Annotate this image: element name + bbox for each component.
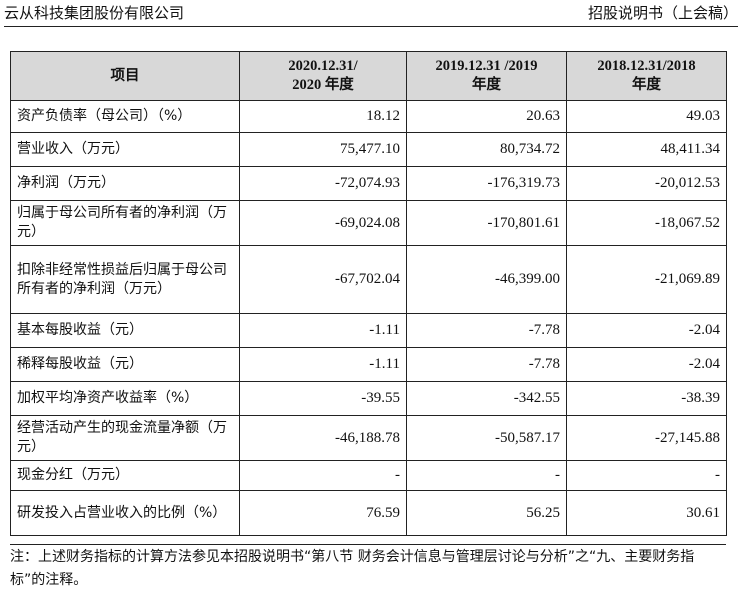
- row-label: 净利润（万元）: [10, 166, 240, 201]
- table-row: 研发投入占营业收入的比例（%） 76.59 56.25 30.61: [10, 490, 727, 536]
- value-2019: -342.55: [406, 381, 567, 416]
- table-row: 净利润（万元） -72,074.93 -176,319.73 -20,012.5…: [10, 166, 727, 201]
- value-2018: 48,411.34: [566, 132, 727, 167]
- value-2020: -46,188.78: [239, 415, 407, 461]
- row-label: 营业收入（万元）: [10, 132, 240, 167]
- value-2018: -38.39: [566, 381, 727, 416]
- value-2020: 75,477.10: [239, 132, 407, 167]
- value-2018: -27,145.88: [566, 415, 727, 461]
- row-label: 资产负债率（母公司）（%）: [10, 100, 240, 133]
- table-row: 现金分红（万元） - - -: [10, 460, 727, 491]
- row-label: 基本每股收益（元）: [10, 313, 240, 348]
- row-label: 现金分红（万元）: [10, 460, 240, 491]
- value-2020: -1.11: [239, 347, 407, 382]
- value-2019: 80,734.72: [406, 132, 567, 167]
- value-2018: -: [566, 460, 727, 491]
- table-footnote: 注：上述财务指标的计算方法参见本招股说明书“第八节 财务会计信息与管理层讨论与分…: [10, 544, 726, 592]
- row-label: 加权平均净资产收益率（%）: [10, 381, 240, 416]
- column-header-item: 项目: [10, 51, 240, 101]
- row-label: 稀释每股收益（元）: [10, 347, 240, 382]
- document-type: 招股说明书（上会稿）: [587, 4, 738, 22]
- row-label: 研发投入占营业收入的比例（%）: [10, 490, 240, 536]
- value-2018: -20,012.53: [566, 166, 727, 201]
- financial-indicators-table: 项目 2020.12.31/2020 年度 2019.12.31 /2019 年度…: [10, 51, 727, 536]
- table-header-row: 项目 2020.12.31/2020 年度 2019.12.31 /2019 年度…: [10, 51, 727, 101]
- value-2019: -50,587.17: [406, 415, 567, 461]
- value-2019: -170,801.61: [406, 200, 567, 246]
- value-2019: -7.78: [406, 347, 567, 382]
- value-2020: 76.59: [239, 490, 407, 536]
- value-2020: -: [239, 460, 407, 491]
- page-header: 云从科技集团股份有限公司 招股说明书（上会稿）: [4, 0, 738, 27]
- value-2019: -: [406, 460, 567, 491]
- value-2018: 49.03: [566, 100, 727, 133]
- table-row: 归属于母公司所有者的净利润（万元） -69,024.08 -170,801.61…: [10, 200, 727, 246]
- table-row: 基本每股收益（元） -1.11 -7.78 -2.04: [10, 313, 727, 348]
- value-2019: -176,319.73: [406, 166, 567, 201]
- value-2018: -2.04: [566, 347, 727, 382]
- value-2018: -2.04: [566, 313, 727, 348]
- value-2020: -39.55: [239, 381, 407, 416]
- column-header-2019: 2019.12.31 /2019 年度: [406, 51, 567, 101]
- value-2020: 18.12: [239, 100, 407, 133]
- table-row: 资产负债率（母公司）（%） 18.12 20.63 49.03: [10, 100, 727, 133]
- table-row: 营业收入（万元） 75,477.10 80,734.72 48,411.34: [10, 132, 727, 167]
- value-2018: -18,067.52: [566, 200, 727, 246]
- value-2020: -1.11: [239, 313, 407, 348]
- row-label: 扣除非经常性损益后归属于母公司所有者的净利润（万元）: [10, 245, 240, 314]
- table-row: 加权平均净资产收益率（%） -39.55 -342.55 -38.39: [10, 381, 727, 416]
- column-header-2018: 2018.12.31/2018 年度: [566, 51, 727, 101]
- value-2020: -69,024.08: [239, 200, 407, 246]
- company-name: 云从科技集团股份有限公司: [4, 4, 185, 22]
- value-2018: -21,069.89: [566, 245, 727, 314]
- table-row: 经营活动产生的现金流量净额（万元） -46,188.78 -50,587.17 …: [10, 415, 727, 461]
- value-2019: 56.25: [406, 490, 567, 536]
- table-row: 扣除非经常性损益后归属于母公司所有者的净利润（万元） -67,702.04 -4…: [10, 245, 727, 314]
- row-label: 经营活动产生的现金流量净额（万元）: [10, 415, 240, 461]
- value-2020: -72,074.93: [239, 166, 407, 201]
- value-2020: -67,702.04: [239, 245, 407, 314]
- column-header-2020: 2020.12.31/2020 年度: [239, 51, 407, 101]
- value-2019: -7.78: [406, 313, 567, 348]
- value-2019: 20.63: [406, 100, 567, 133]
- table-row: 稀释每股收益（元） -1.11 -7.78 -2.04: [10, 347, 727, 382]
- value-2019: -46,399.00: [406, 245, 567, 314]
- value-2018: 30.61: [566, 490, 727, 536]
- row-label: 归属于母公司所有者的净利润（万元）: [10, 200, 240, 246]
